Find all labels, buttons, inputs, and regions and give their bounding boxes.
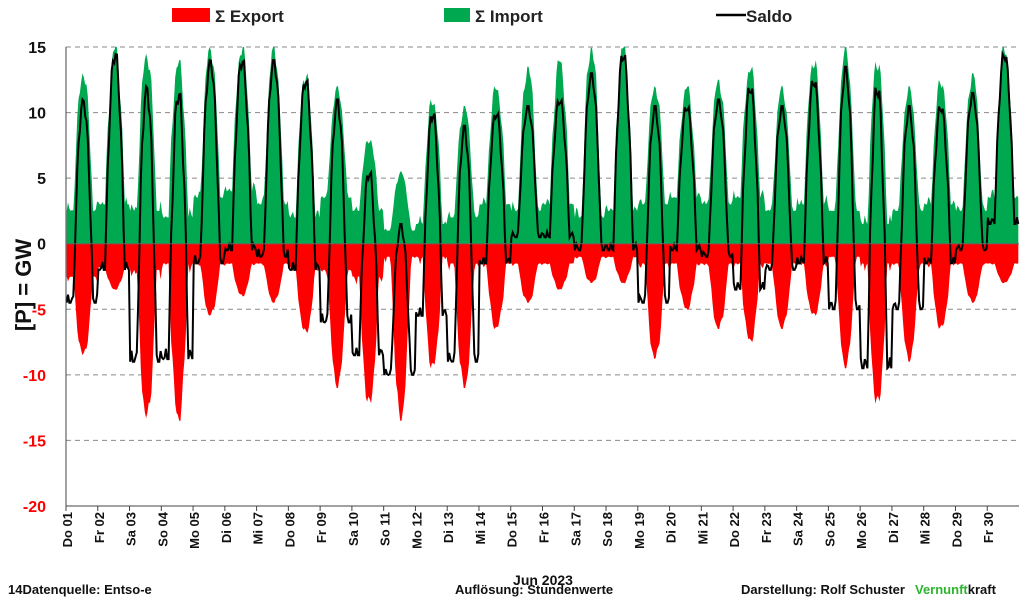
x-tick-label: Do 22	[727, 512, 742, 547]
x-tick-label: So 18	[600, 512, 615, 547]
legend-import-label: Σ Import	[475, 7, 543, 26]
y-tick-label: -20	[23, 499, 46, 516]
x-tick-label: Mo 26	[854, 512, 869, 549]
footer-brand-logo: Vernunftkraft	[915, 582, 996, 597]
x-tick-label: Di 06	[219, 512, 234, 543]
x-ticks: Do 01 Fr 02 Sa 03 So 04 Mo 05 Di 06 Mi 07 Do 08…	[60, 506, 996, 549]
y-tick-label: 15	[28, 40, 46, 57]
x-tick-label: Di 27	[886, 512, 901, 543]
footer-resolution: Auflösung: Stundenwerte	[455, 582, 614, 597]
legend: Σ Export Σ Import Saldo	[172, 7, 792, 26]
legend-import-swatch	[444, 8, 470, 22]
x-axis-label: Jun 2023	[513, 572, 573, 588]
export-area	[66, 243, 1019, 421]
import-area	[66, 47, 1019, 244]
y-tick-label: 0	[37, 237, 46, 254]
x-tick-label: Fr 16	[537, 512, 552, 543]
x-tick-label: Fr 23	[759, 512, 774, 543]
x-tick-label: Sa 03	[124, 512, 139, 546]
x-tick-label: Mi 07	[251, 512, 266, 545]
x-tick-label: Mi 21	[695, 512, 710, 545]
x-tick-label: Fr 30	[981, 512, 996, 543]
x-tick-label: So 25	[822, 512, 837, 547]
plot-areas	[65, 47, 1020, 421]
x-tick-label: Fr 02	[92, 512, 107, 543]
x-tick-label: Mo 19	[632, 512, 647, 549]
x-tick-label: Di 20	[664, 512, 679, 543]
legend-export-swatch	[172, 8, 210, 22]
y-axis-label: [P] = GW	[11, 239, 36, 332]
x-tick-label: Do 15	[505, 512, 520, 547]
x-tick-label: Do 01	[60, 512, 75, 547]
legend-export-label: Σ Export	[215, 7, 284, 26]
y-tick-label: 10	[28, 106, 46, 123]
saldo-line	[65, 50, 1020, 377]
x-tick-label: Mo 05	[187, 512, 202, 549]
footer-source: 14Datenquelle: Entso-e	[8, 582, 152, 597]
y-tick-label: -10	[23, 368, 46, 385]
x-tick-label: Mi 28	[918, 512, 933, 545]
footer-brand-green: Vernunft	[915, 582, 968, 597]
x-tick-label: Do 29	[950, 512, 965, 547]
x-tick-label: Mo 12	[409, 512, 424, 549]
x-tick-label: Fr 09	[314, 512, 329, 543]
footer-brand-rest: kraft	[967, 582, 996, 597]
y-tick-label: 5	[37, 171, 46, 188]
y-tick-label: -5	[32, 302, 46, 319]
legend-saldo-label: Saldo	[746, 7, 792, 26]
x-tick-label: Sa 17	[568, 512, 583, 546]
y-ticks: 15 10 5 0 -5 -10 -15 -20	[23, 40, 46, 516]
x-tick-label: Di 13	[441, 512, 456, 543]
x-tick-label: Sa 10	[346, 512, 361, 546]
x-tick-label: So 11	[378, 512, 393, 546]
x-tick-label: So 04	[155, 511, 170, 546]
y-tick-label: -15	[23, 433, 46, 450]
x-tick-label: Mi 14	[473, 511, 488, 544]
x-tick-label: Sa 24	[791, 511, 806, 546]
footer-author: Darstellung: Rolf Schuster	[741, 582, 905, 597]
x-tick-label: Do 08	[282, 512, 297, 547]
